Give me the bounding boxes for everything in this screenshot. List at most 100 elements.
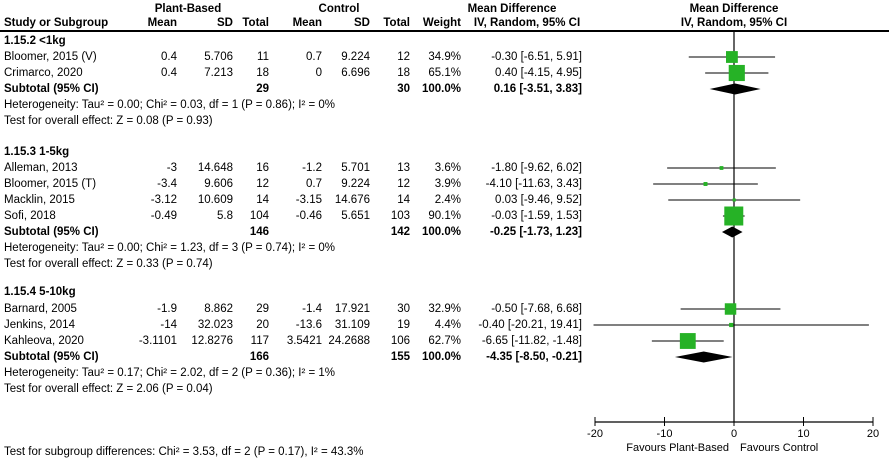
total2-col-header: Total	[383, 17, 410, 29]
study-name: Jenkins, 2014	[4, 319, 75, 331]
md-ci-cell: -1.80 [-9.62, 6.02]	[491, 162, 582, 174]
total2-cell: 14	[397, 194, 410, 206]
sd1-cell: 9.606	[204, 178, 233, 190]
study-name: Sofi, 2018	[4, 210, 56, 222]
subtotal-diamond	[674, 351, 733, 363]
group2-header: Control	[318, 3, 360, 15]
subtotal-md-ci: -4.35 [-8.50, -0.21]	[486, 351, 582, 363]
mean2-cell: 0.7	[306, 51, 322, 63]
md-ci-cell: -0.40 [-20.21, 19.41]	[478, 319, 582, 331]
weight-cell: 62.7%	[428, 335, 461, 347]
md-ci-cell: -0.30 [-6.51, 5.91]	[491, 51, 582, 63]
study-square	[732, 198, 736, 202]
sd1-cell: 5.8	[217, 210, 233, 222]
mean2-cell: 0.7	[306, 178, 322, 190]
favours-right-label: Favours Control	[740, 442, 818, 454]
subtotal-md-ci: -0.25 [-1.73, 1.23]	[489, 226, 582, 238]
md-ci-cell: 0.40 [-4.15, 4.95]	[495, 67, 582, 79]
mean1-col-header: Mean	[147, 17, 177, 29]
mean1-cell: 0.4	[161, 51, 177, 63]
mean2-cell: -13.6	[295, 319, 322, 331]
sd2-cell: 6.696	[341, 67, 370, 79]
weight-cell: 3.6%	[434, 162, 461, 174]
subtotal-md-ci: 0.16 [-3.51, 3.83]	[493, 83, 582, 95]
weight-col-header: Weight	[422, 17, 461, 29]
study-square	[703, 182, 708, 186]
mean2-cell: -0.46	[295, 210, 322, 222]
mean1-cell: -0.49	[150, 210, 177, 222]
mean2-col-header: Mean	[292, 17, 322, 29]
subtotal-total2: 30	[397, 83, 410, 95]
heterogeneity-note: Heterogeneity: Tau² = 0.17; Chi² = 2.02,…	[4, 367, 336, 379]
mean1-cell: -3.12	[150, 194, 177, 206]
total2-cell: 13	[397, 162, 410, 174]
total1-cell: 14	[256, 194, 269, 206]
total1-cell: 20	[256, 319, 269, 331]
mean2-cell: -3.15	[295, 194, 322, 206]
total1-cell: 29	[256, 303, 269, 315]
subtotal-weight: 100.0%	[421, 226, 461, 238]
sd1-col-header: SD	[217, 17, 233, 29]
axis-tick-label: 20	[867, 428, 879, 440]
sd1-cell: 12.8276	[191, 335, 233, 347]
total2-cell: 19	[397, 319, 410, 331]
total2-cell: 18	[397, 67, 410, 79]
sd1-cell: 5.706	[204, 51, 233, 63]
md-ci-cell: -6.65 [-11.82, -1.48]	[481, 335, 582, 347]
subtotal-total1: 29	[256, 83, 269, 95]
axis-tick-label: -10	[657, 428, 673, 440]
study-square	[724, 206, 744, 226]
mean1-cell: -1.9	[157, 303, 177, 315]
study-square	[724, 303, 737, 315]
mean2-cell: -1.2	[302, 162, 322, 174]
total1-col-header: Total	[242, 17, 269, 29]
mean2-cell: 0	[315, 67, 322, 79]
weight-cell: 90.1%	[428, 210, 461, 222]
sd2-col-header: SD	[354, 17, 370, 29]
sd1-cell: 32.023	[197, 319, 233, 331]
mean1-cell: -3.4	[157, 178, 177, 190]
sd2-cell: 17.921	[334, 303, 370, 315]
sd1-cell: 8.862	[204, 303, 233, 315]
study-name: Macklin, 2015	[4, 194, 75, 206]
study-name: Crimarco, 2020	[4, 67, 83, 79]
ci-plot-header: IV, Random, 95% CI	[680, 17, 788, 29]
md-ci-cell: -4.10 [-11.63, 3.43]	[485, 178, 582, 190]
sd1-cell: 7.213	[204, 67, 233, 79]
sd2-cell: 31.109	[334, 319, 370, 331]
study-name: Barnard, 2005	[4, 303, 77, 315]
weight-cell: 34.9%	[428, 51, 461, 63]
weight-cell: 3.9%	[434, 178, 461, 190]
total1-cell: 11	[257, 51, 269, 63]
subtotal-label: Subtotal (95% CI)	[4, 83, 99, 95]
total1-cell: 16	[256, 162, 269, 174]
favours-left-label: Favours Plant-Based	[626, 442, 729, 454]
subtotal-weight: 100.0%	[421, 83, 461, 95]
axis-tick-label: -20	[587, 428, 603, 440]
subtotal-weight: 100.0%	[421, 351, 461, 363]
study-square	[679, 333, 696, 349]
subtotal-diamond	[709, 83, 761, 95]
study-square	[729, 322, 734, 328]
sd2-cell: 5.701	[341, 162, 370, 174]
subgroup-differences-note: Test for subgroup differences: Chi² = 3.…	[4, 446, 364, 458]
total1-cell: 104	[249, 210, 269, 222]
mean2-cell: -1.4	[302, 303, 322, 315]
subtotal-total2: 142	[390, 226, 410, 238]
sd2-cell: 5.651	[341, 210, 370, 222]
study-square	[726, 51, 738, 63]
md-ci-cell: -0.03 [-1.59, 1.53]	[491, 210, 582, 222]
overall-effect-note: Test for overall effect: Z = 2.06 (P = 0…	[4, 383, 213, 395]
weight-cell: 4.4%	[434, 319, 461, 331]
total2-cell: 106	[390, 335, 410, 347]
md-ci-cell: 0.03 [-9.46, 9.52]	[495, 194, 582, 206]
sd1-cell: 10.609	[197, 194, 233, 206]
overall-effect-note: Test for overall effect: Z = 0.08 (P = 0…	[4, 115, 213, 127]
weight-cell: 2.4%	[434, 194, 461, 206]
total1-cell: 18	[256, 67, 269, 79]
weight-cell: 32.9%	[428, 303, 461, 315]
study-name: Bloomer, 2015 (V)	[4, 51, 97, 63]
mean1-cell: -3.1101	[138, 335, 177, 347]
study-name: Kahleova, 2020	[4, 335, 84, 347]
